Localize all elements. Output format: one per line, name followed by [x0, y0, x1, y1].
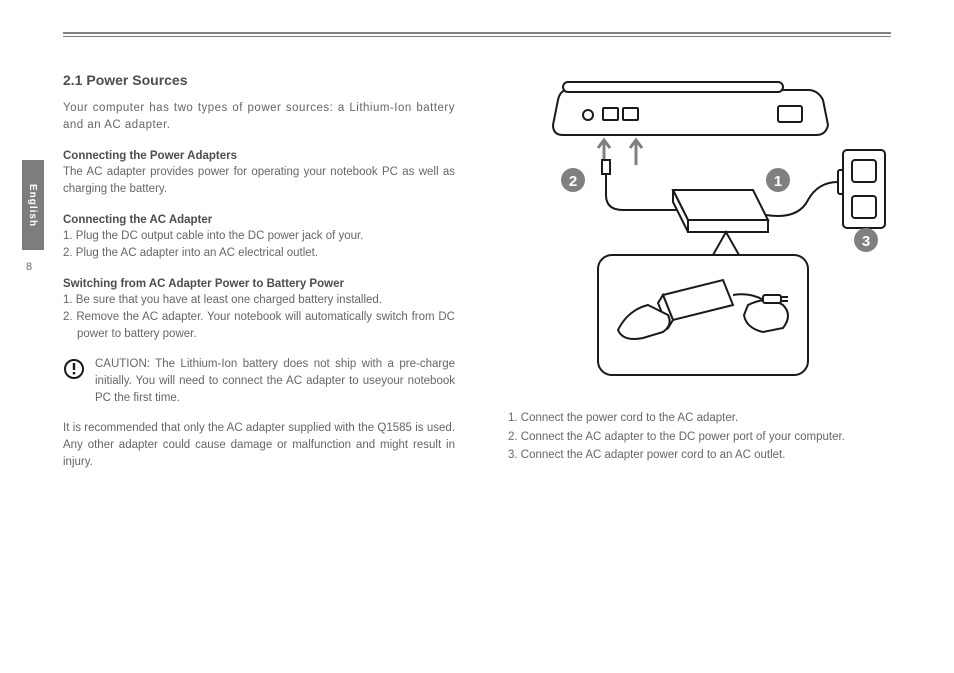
figure-step-2: 2. Connect the AC adapter to the DC powe… — [508, 429, 893, 446]
subhead-ac: Connecting the AC Adapter — [63, 212, 455, 229]
figure-step-3: 3. Connect the AC adapter power cord to … — [508, 447, 893, 464]
figure-step-1: 1. Connect the power cord to the AC adap… — [508, 410, 893, 427]
subsection-adapters: Connecting the Power Adapters The AC ada… — [63, 148, 455, 198]
footnote-paragraph: It is recommended that only the AC adapt… — [63, 420, 455, 470]
switch-step-1: 1. Be sure that you have at least one ch… — [63, 292, 455, 309]
section-heading: 2.1 Power Sources — [63, 70, 455, 90]
intro-paragraph: Your computer has two types of power sou… — [63, 100, 455, 133]
connection-figure: 1 2 3 — [508, 70, 893, 390]
caution-icon — [63, 356, 85, 406]
language-tab-label: English — [28, 183, 39, 226]
right-column: 1 2 3 1. Connect the power cord to the A… — [508, 70, 893, 466]
badge-1-text: 1 — [774, 173, 782, 190]
badge-2-text: 2 — [569, 173, 577, 190]
caution-block: CAUTION: The Lithium-Ion battery does no… — [63, 356, 455, 406]
switch-step-2: 2. Remove the AC adapter. Your notebook … — [63, 309, 455, 342]
top-rule — [63, 32, 891, 34]
left-column: 2.1 Power Sources Your computer has two … — [63, 70, 455, 484]
ac-step-2: 2. Plug the AC adapter into an AC electr… — [63, 245, 455, 262]
manual-page: English 8 2.1 Power Sources Your compute… — [0, 0, 954, 673]
body-adapters: The AC adapter provides power for operat… — [63, 164, 455, 197]
top-rule-thin — [63, 36, 891, 37]
figure-steps: 1. Connect the power cord to the AC adap… — [508, 410, 893, 464]
ac-step-1: 1. Plug the DC output cable into the DC … — [63, 228, 455, 245]
page-number: 8 — [26, 261, 32, 273]
caution-text: CAUTION: The Lithium-Ion battery does no… — [95, 356, 455, 406]
language-tab: English — [22, 160, 44, 250]
subsection-switching: Switching from AC Adapter Power to Batte… — [63, 276, 455, 343]
badge-3-text: 3 — [862, 233, 870, 250]
subhead-switch: Switching from AC Adapter Power to Batte… — [63, 276, 455, 293]
subhead-adapters: Connecting the Power Adapters — [63, 148, 455, 165]
subsection-ac-adapter: Connecting the AC Adapter 1. Plug the DC… — [63, 212, 455, 262]
